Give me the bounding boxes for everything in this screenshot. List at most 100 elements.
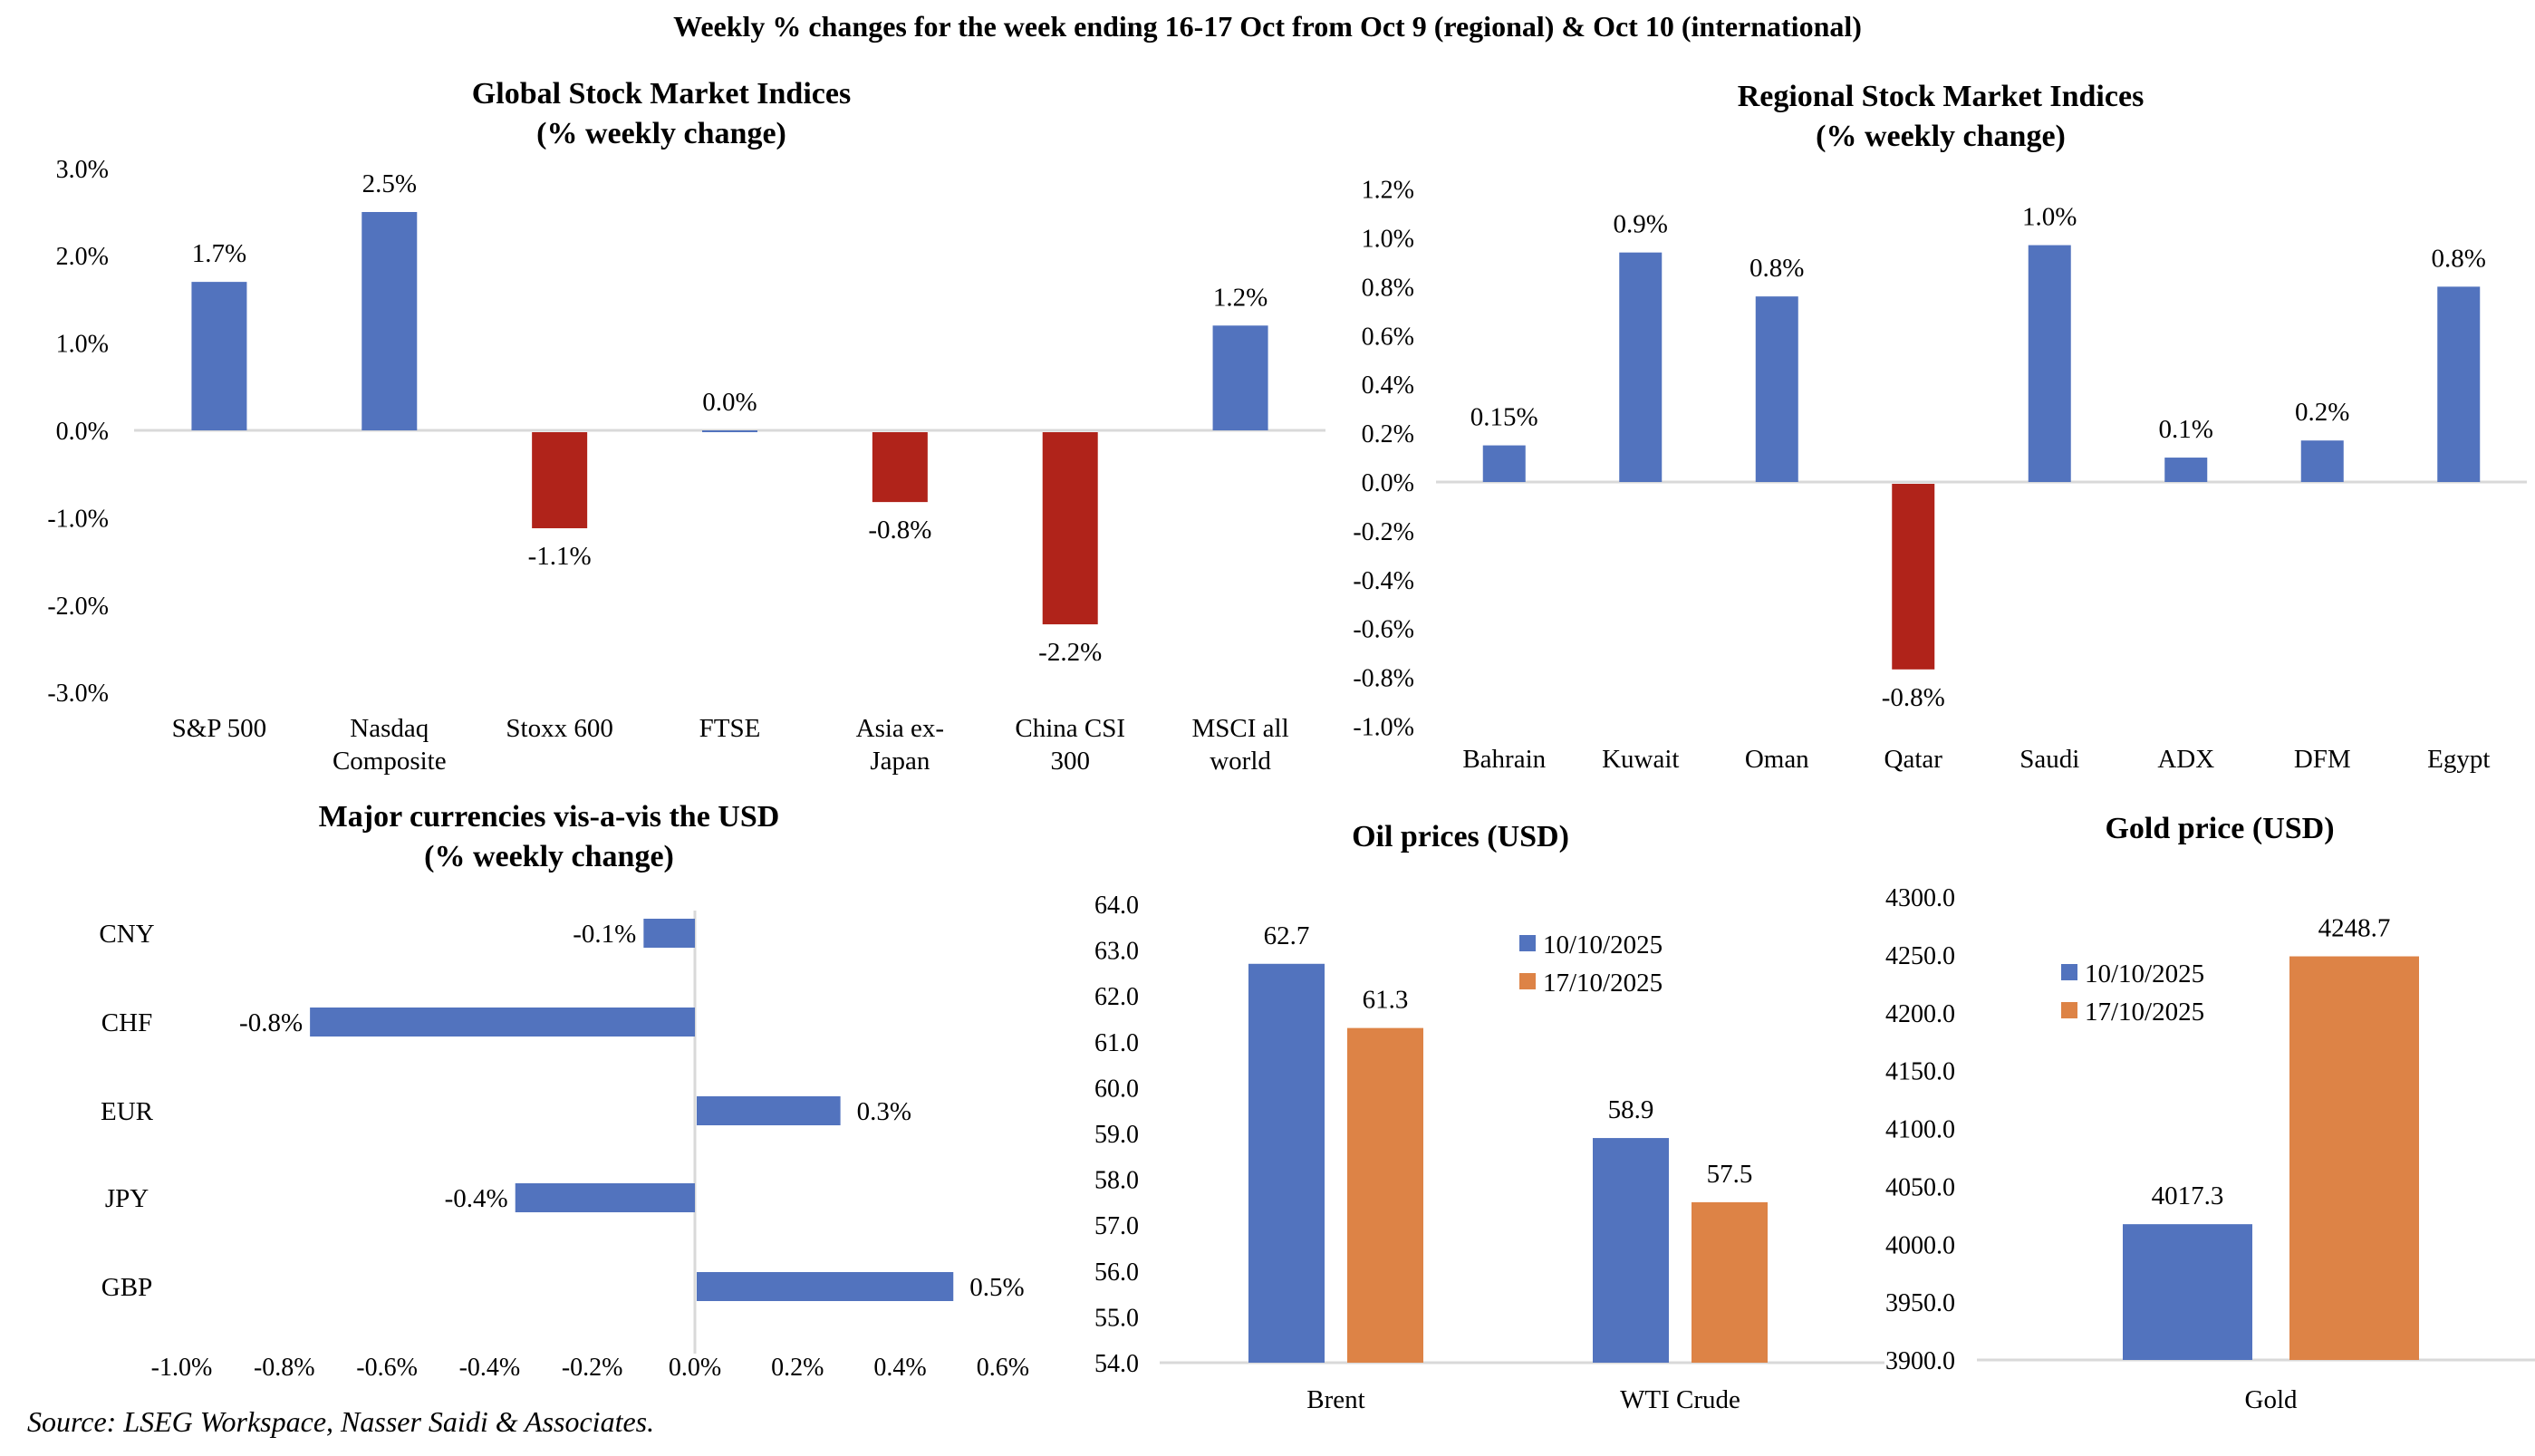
y-tick-label: 4200.0 xyxy=(1885,1000,1955,1028)
y-tick-label: 55.0 xyxy=(1094,1304,1139,1332)
bar xyxy=(310,1008,695,1037)
y-tick-label: 3950.0 xyxy=(1885,1289,1955,1317)
bar xyxy=(1482,445,1526,482)
y-tick-label: 3.0% xyxy=(56,156,109,184)
x-tick-label: FTSE xyxy=(699,714,761,743)
x-tick-label: Asia ex- xyxy=(856,714,944,743)
data-label: -1.1% xyxy=(528,542,592,571)
legend-label: 10/10/2025 xyxy=(2085,959,2204,988)
bar xyxy=(1892,484,1935,670)
y-category-label: CHF xyxy=(101,1008,152,1037)
bar xyxy=(1593,1138,1669,1363)
x-tick-label: Gold xyxy=(2245,1385,2299,1414)
data-label: 58.9 xyxy=(1608,1095,1654,1124)
x-tick-label: 300 xyxy=(1050,747,1090,776)
currencies-chart: Major currencies vis-a-vis the USD (% wee… xyxy=(99,800,1029,1382)
y-category-label: EUR xyxy=(101,1097,154,1126)
x-tick-label: Composite xyxy=(333,747,447,776)
data-label: 2.5% xyxy=(362,169,417,198)
legend-label: 10/10/2025 xyxy=(1543,930,1663,959)
chart-title: Major currencies vis-a-vis the USD xyxy=(319,800,780,834)
bar xyxy=(2300,440,2344,482)
gold-price-chart: Gold price (USD) 4300.0 4250.0 4200.0 4150.0… xyxy=(1885,812,2535,1414)
data-label: -0.8% xyxy=(868,516,931,545)
x-tick-label: -0.4% xyxy=(459,1354,521,1382)
data-label: 1.2% xyxy=(1213,283,1268,312)
legend-swatch xyxy=(2061,964,2077,980)
y-tick-label: 4300.0 xyxy=(1885,884,1955,912)
legend-swatch xyxy=(1519,935,1536,951)
bar xyxy=(1755,296,1798,482)
data-label: 0.1% xyxy=(2159,415,2213,444)
data-label: -2.2% xyxy=(1038,638,1102,667)
data-label: -0.8% xyxy=(1882,683,1945,712)
chart-title: Oil prices (USD) xyxy=(1352,820,1569,853)
x-tick-label: Japan xyxy=(870,747,930,776)
data-label: 0.2% xyxy=(2295,398,2349,427)
bar xyxy=(361,212,418,430)
y-tick-label: 62.0 xyxy=(1094,983,1139,1011)
x-tick-label: ADX xyxy=(2157,745,2214,774)
chart-title: Gold price (USD) xyxy=(2105,812,2334,845)
x-tick-label: Bahrain xyxy=(1462,745,1546,774)
data-label: 57.5 xyxy=(1707,1160,1753,1189)
y-tick-label: 54.0 xyxy=(1094,1350,1139,1378)
y-tick-label: 58.0 xyxy=(1094,1167,1139,1195)
x-tick-label: Nasdaq xyxy=(350,714,429,743)
data-label: 4017.3 xyxy=(2152,1181,2224,1210)
y-tick-label: 4000.0 xyxy=(1885,1231,1955,1259)
data-label: 1.7% xyxy=(192,239,246,268)
data-label: 62.7 xyxy=(1264,921,1310,950)
y-tick-label: 0.0% xyxy=(56,418,109,446)
bar xyxy=(2437,286,2481,482)
y-tick-label: 1.0% xyxy=(56,331,109,359)
data-label: 0.9% xyxy=(1614,210,1668,239)
x-tick-label: -1.0% xyxy=(151,1354,213,1382)
y-tick-label: 4150.0 xyxy=(1885,1058,1955,1086)
y-tick-label: 59.0 xyxy=(1094,1121,1139,1149)
y-tick-label: 1.0% xyxy=(1362,226,1414,254)
bar xyxy=(2028,245,2071,482)
y-tick-label: 0.0% xyxy=(1362,469,1414,497)
bar xyxy=(697,1096,841,1125)
y-tick-label: -0.8% xyxy=(1353,665,1414,693)
data-label: 1.0% xyxy=(2022,203,2077,232)
data-label: 0.5% xyxy=(969,1273,1024,1302)
y-tick-label: 4050.0 xyxy=(1885,1173,1955,1201)
y-tick-label: -0.2% xyxy=(1353,518,1414,546)
y-tick-label: 3900.0 xyxy=(1885,1347,1955,1375)
data-label: 61.3 xyxy=(1363,986,1409,1015)
x-tick-label: China CSI xyxy=(1015,714,1125,743)
data-label: -0.1% xyxy=(573,920,636,949)
chart-title: Regional Stock Market Indices xyxy=(1738,80,2145,113)
x-tick-label: 0.4% xyxy=(873,1354,926,1382)
legend-swatch xyxy=(1519,973,1536,989)
bar xyxy=(1248,963,1325,1363)
y-tick-label: 4100.0 xyxy=(1885,1116,1955,1144)
oil-prices-chart: Oil prices (USD) 64.0 63.0 62.0 61.0 60.0 59.0… xyxy=(1094,820,1884,1414)
bar xyxy=(702,430,757,432)
chart-subtitle: (% weekly change) xyxy=(536,117,786,150)
global-indices-chart: Global Stock Market Indices (% weekly cha… xyxy=(47,77,1325,776)
y-tick-label: 1.2% xyxy=(1362,177,1414,205)
bar xyxy=(2289,956,2419,1360)
chart-subtitle: (% weekly change) xyxy=(424,840,674,873)
x-tick-label: world xyxy=(1210,747,1271,776)
y-tick-label: 64.0 xyxy=(1094,892,1139,920)
bar xyxy=(1042,432,1098,625)
x-tick-label: 0.6% xyxy=(977,1354,1029,1382)
y-tick-label: -0.6% xyxy=(1353,616,1414,644)
data-label: -0.4% xyxy=(445,1184,508,1213)
x-tick-label: Qatar xyxy=(1884,745,1943,774)
bar xyxy=(515,1183,695,1212)
x-tick-label: 0.0% xyxy=(669,1354,721,1382)
data-label: 0.8% xyxy=(1749,254,1804,283)
y-tick-label: 0.4% xyxy=(1362,371,1414,400)
y-tick-label: 60.0 xyxy=(1094,1075,1139,1103)
x-tick-label: Egypt xyxy=(2427,745,2490,774)
bar xyxy=(1619,252,1663,482)
bar xyxy=(872,432,928,503)
data-label: -0.8% xyxy=(239,1008,303,1037)
legend-swatch xyxy=(2061,1002,2077,1018)
